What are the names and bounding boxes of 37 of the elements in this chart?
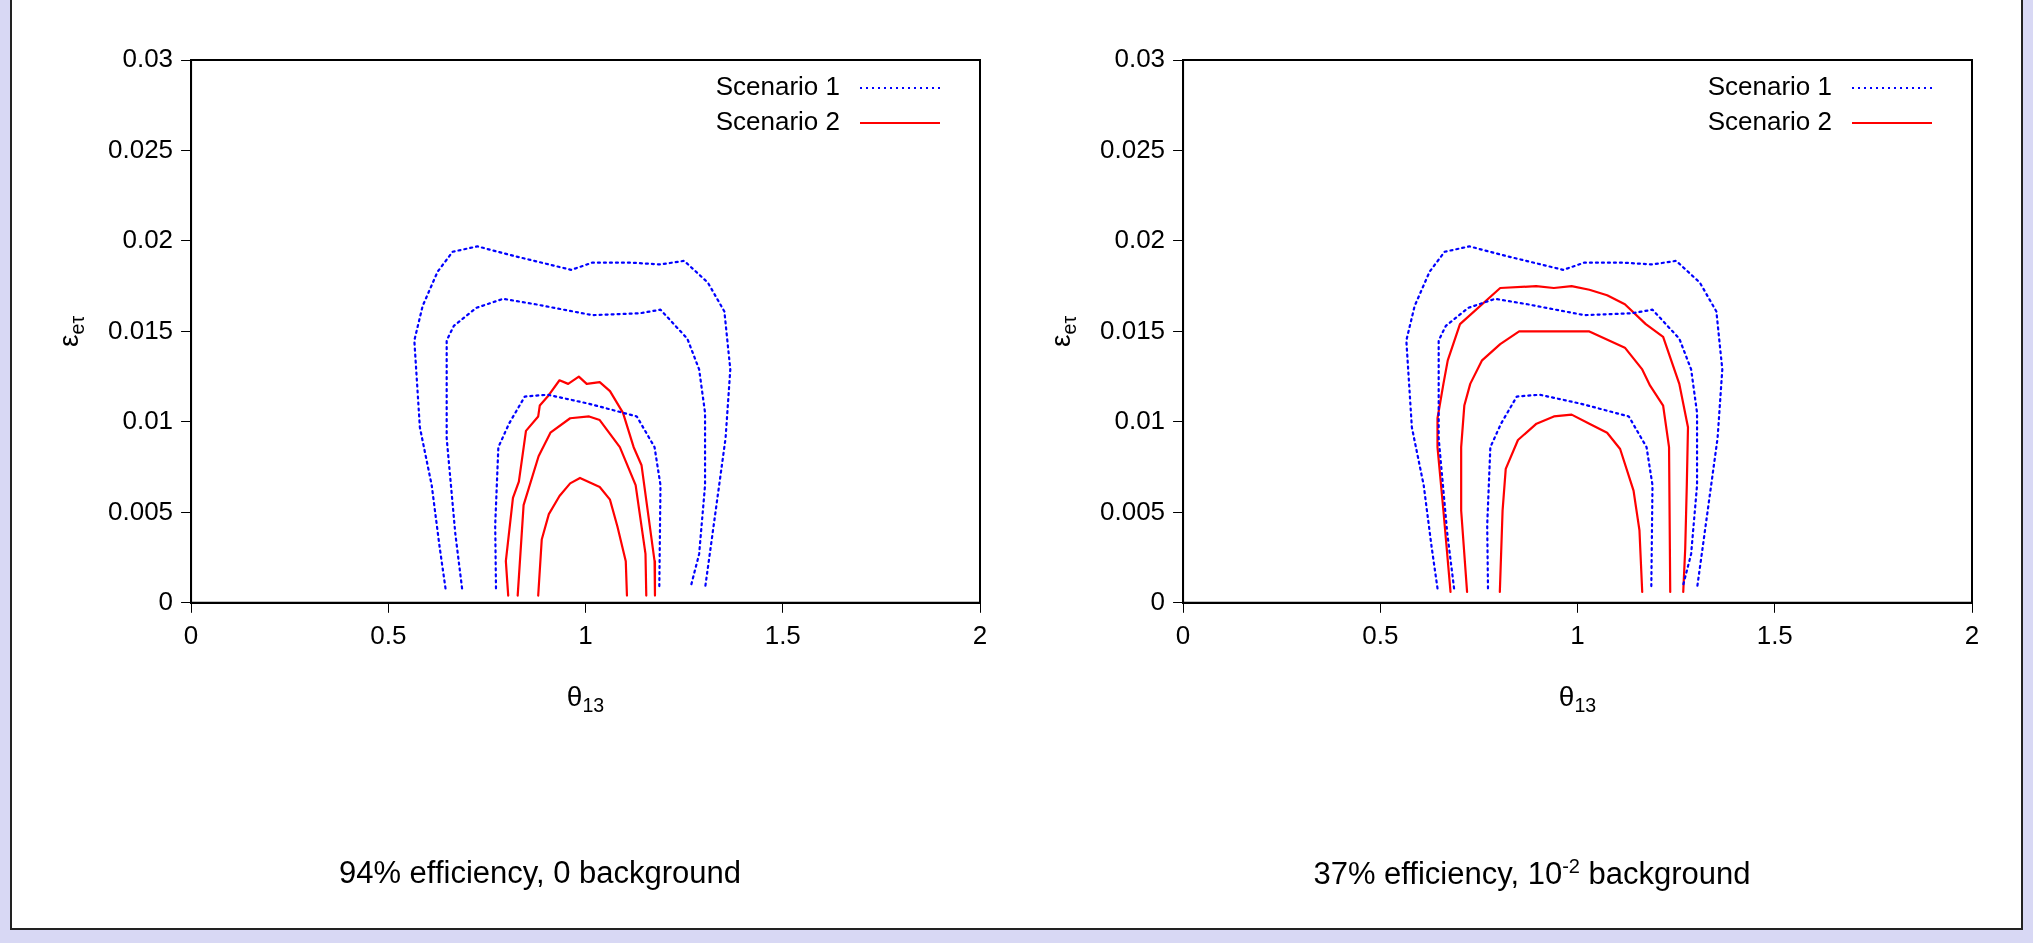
legend-label: Scenario 1	[715, 71, 840, 102]
y-tick-label: 0.025	[107, 133, 174, 164]
x-tick-label: 0.5	[1362, 619, 1399, 650]
line-series	[1486, 393, 1654, 590]
y-axis-title: εeτ	[52, 315, 88, 347]
y-tick-label: 0	[1150, 585, 1166, 616]
y-tick-label: 0.02	[122, 224, 174, 255]
y-tick-label: 0.025	[1099, 133, 1166, 164]
line-series	[1405, 245, 1724, 590]
text: 94% efficiency, 0 background	[337, 855, 743, 891]
y-tick-label: 0.015	[107, 314, 174, 345]
y-tick-label: 0.005	[1099, 495, 1166, 526]
y-tick-label: 0.02	[1114, 224, 1166, 255]
x-tick-label: 2	[972, 619, 988, 650]
line-series	[413, 245, 732, 590]
y-tick-label: 0.01	[122, 405, 174, 436]
y-axis-title: εeτ	[1044, 315, 1080, 347]
y-tick-label: 0.005	[107, 495, 174, 526]
x-tick-label: 1.5	[1756, 619, 1793, 650]
line-series	[494, 393, 662, 590]
y-tick-label: 0.015	[1099, 314, 1166, 345]
legend-label: Scenario 1	[1707, 71, 1832, 102]
text: 37% efficiency, 10$^{-2}$ background	[1312, 855, 1752, 893]
legend-label: Scenario 2	[1707, 106, 1832, 137]
y-tick-label: 0	[158, 585, 174, 616]
x-tick-label: 1	[1570, 619, 1585, 650]
y-tick-label: 0.03	[122, 43, 174, 74]
x-tick-label: 1.5	[764, 619, 801, 650]
x-tick-label: 0.5	[370, 619, 407, 650]
legend-label: Scenario 2	[715, 106, 840, 137]
x-tick-label: 0	[1175, 619, 1191, 650]
y-tick-label: 0.03	[1114, 43, 1166, 74]
y-tick-label: 0.01	[1114, 405, 1166, 436]
x-tick-label: 1	[578, 619, 593, 650]
x-tick-label: 0	[183, 619, 199, 650]
x-tick-label: 2	[1964, 619, 1980, 650]
line-series	[445, 297, 707, 590]
